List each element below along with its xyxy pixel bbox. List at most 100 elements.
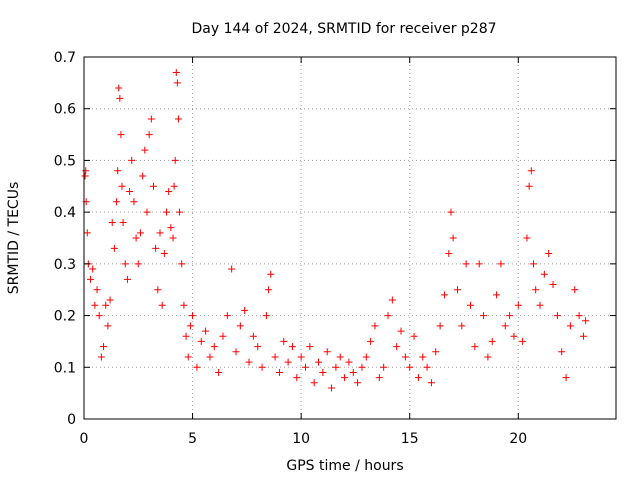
data-point	[582, 317, 590, 325]
data-point	[82, 167, 90, 175]
data-point	[89, 265, 97, 273]
data-point	[545, 250, 553, 258]
data-point	[462, 260, 470, 268]
data-point	[104, 322, 112, 330]
grid-lines	[84, 57, 616, 419]
data-point	[163, 208, 171, 216]
data-point	[506, 312, 514, 320]
data-point	[341, 374, 349, 382]
data-point	[154, 286, 162, 294]
data-point	[147, 115, 155, 123]
data-point	[549, 281, 557, 289]
axis-ticks: 0 0.1 0.2 0.3 0.4 0.5 0.6 0.7 0 5 10 15 20	[54, 50, 616, 447]
data-point	[123, 275, 131, 283]
data-point	[319, 368, 327, 376]
data-point	[271, 353, 279, 361]
data-point	[397, 327, 405, 335]
data-point	[362, 353, 370, 361]
data-point	[132, 234, 140, 242]
data-point	[328, 384, 336, 392]
data-point	[501, 322, 509, 330]
data-point	[197, 337, 205, 345]
data-point	[410, 332, 418, 340]
data-point	[134, 260, 142, 268]
data-point	[167, 224, 175, 232]
data-point	[206, 353, 214, 361]
x-tick-label: 20	[509, 431, 527, 447]
data-point	[149, 182, 157, 190]
data-point	[562, 374, 570, 382]
data-point	[375, 374, 383, 382]
data-point	[579, 332, 587, 340]
data-point	[315, 358, 323, 366]
data-point	[267, 270, 275, 278]
data-point	[128, 156, 136, 164]
data-point	[414, 374, 422, 382]
data-point	[423, 363, 431, 371]
data-point	[445, 250, 453, 258]
data-point	[419, 353, 427, 361]
data-point	[115, 84, 123, 92]
data-point	[136, 229, 144, 237]
data-point	[114, 167, 122, 175]
data-point	[241, 306, 249, 314]
data-point	[288, 343, 296, 351]
data-point	[293, 374, 301, 382]
y-tick-label: 0.7	[54, 50, 76, 66]
data-point	[380, 363, 388, 371]
data-point	[458, 322, 466, 330]
data-point	[178, 260, 186, 268]
x-tick-label: 0	[80, 431, 89, 447]
data-point	[118, 182, 126, 190]
data-point	[152, 244, 160, 252]
data-point	[571, 286, 579, 294]
data-point	[202, 327, 210, 335]
y-tick-label: 0.3	[54, 257, 76, 273]
data-point	[126, 187, 134, 195]
data-point	[558, 348, 566, 356]
data-point	[184, 353, 192, 361]
data-point	[523, 234, 531, 242]
data-point	[532, 286, 540, 294]
data-point	[301, 363, 309, 371]
data-point	[525, 182, 533, 190]
data-point	[427, 379, 435, 387]
data-point	[119, 218, 127, 226]
y-tick-label: 0.5	[54, 153, 76, 169]
data-point	[186, 322, 194, 330]
data-point	[210, 343, 218, 351]
plot-frame	[83, 56, 617, 420]
data-point	[566, 322, 574, 330]
data-point	[180, 301, 188, 309]
data-point	[323, 348, 331, 356]
data-point	[519, 337, 527, 345]
data-point	[497, 260, 505, 268]
data-point	[384, 312, 392, 320]
data-point	[189, 312, 197, 320]
data-points	[81, 69, 590, 392]
data-point	[358, 363, 366, 371]
data-point	[171, 156, 179, 164]
data-point	[158, 301, 166, 309]
data-point	[449, 234, 457, 242]
data-point	[245, 358, 253, 366]
data-point	[97, 353, 105, 361]
data-point	[172, 69, 180, 77]
y-tick-label: 0.6	[54, 102, 76, 118]
data-point	[393, 343, 401, 351]
data-point	[93, 286, 101, 294]
data-point	[575, 312, 583, 320]
data-point	[510, 332, 518, 340]
data-point	[262, 312, 270, 320]
data-point	[436, 322, 444, 330]
x-tick-label: 10	[292, 431, 310, 447]
x-tick-label: 5	[188, 431, 197, 447]
data-point	[249, 332, 257, 340]
data-point	[306, 343, 314, 351]
data-point	[349, 368, 357, 376]
data-point	[258, 363, 266, 371]
data-point	[83, 229, 91, 237]
data-point	[367, 337, 375, 345]
data-point	[345, 358, 353, 366]
